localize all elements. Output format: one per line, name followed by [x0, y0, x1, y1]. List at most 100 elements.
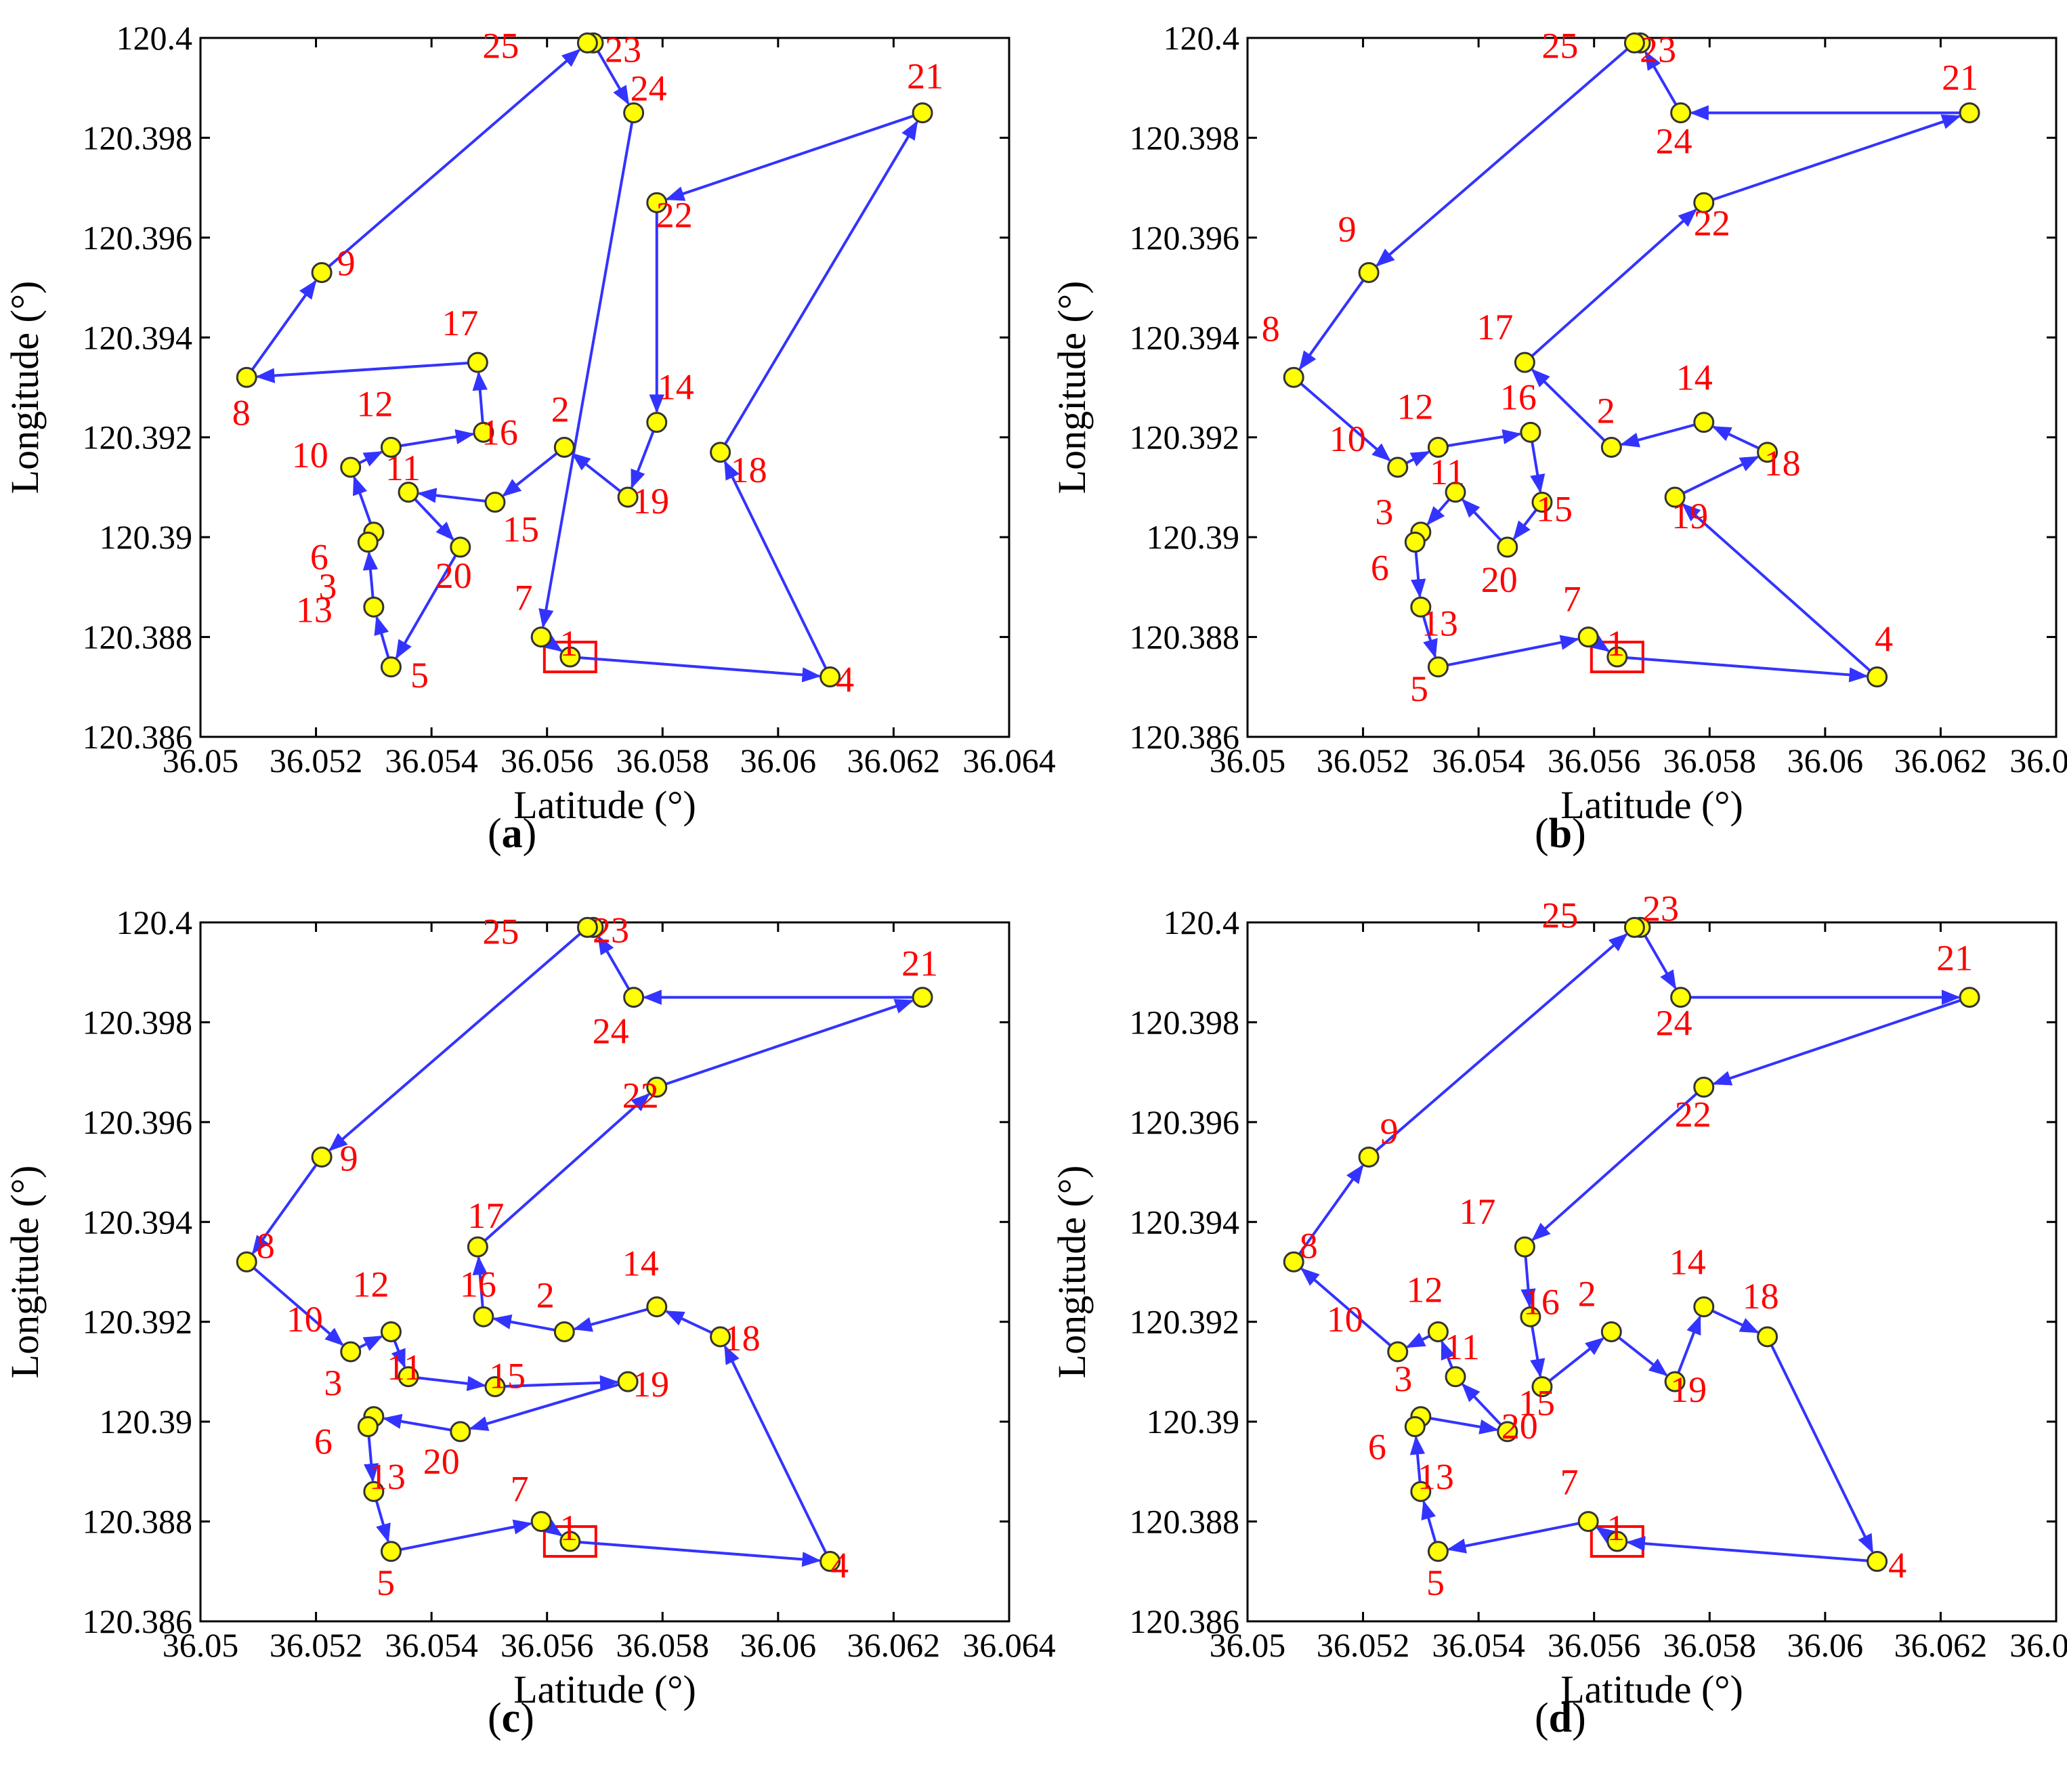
route-segment	[1712, 999, 1961, 1086]
node-label: 17	[1476, 307, 1513, 347]
node-point	[380, 1321, 402, 1342]
node-label: 12	[1406, 1269, 1443, 1310]
node-point	[912, 987, 933, 1008]
node-label: 7	[515, 578, 533, 618]
node-point	[623, 102, 645, 124]
node-label: 6	[310, 537, 328, 578]
x-tick-label: 36.064	[962, 742, 1056, 780]
x-axis-title: Latitude (°)	[513, 1667, 696, 1711]
route-segment	[1447, 635, 1580, 667]
node-label: 25	[482, 911, 519, 952]
x-axis-title: Latitude (°)	[1560, 783, 1743, 827]
y-tick-label: 120.4	[1164, 903, 1240, 941]
node-point	[1600, 436, 1622, 458]
route-segment	[664, 1310, 712, 1334]
route-segment	[395, 555, 457, 660]
plot-frame	[1246, 921, 2058, 1623]
route-segment	[1430, 1417, 1499, 1434]
node-point	[1520, 421, 1541, 443]
node-point	[1670, 102, 1692, 124]
route-segment	[1422, 616, 1438, 659]
node-point	[380, 436, 402, 458]
node-point	[484, 492, 506, 513]
route-segment	[1530, 1325, 1546, 1378]
node-label: 16	[1500, 377, 1537, 417]
node-label: 2	[536, 1275, 555, 1315]
x-tick-label: 36.062	[1894, 1626, 1988, 1664]
route-segment	[1376, 48, 1629, 267]
route-segment	[255, 362, 469, 383]
node-label: 16	[482, 412, 518, 452]
route-segment	[1298, 1164, 1364, 1256]
node-label: 15	[1536, 489, 1573, 530]
node-label: 11	[1430, 452, 1465, 492]
node-point	[467, 1236, 488, 1258]
node-point	[340, 1341, 362, 1363]
y-tick-label: 120.388	[83, 1503, 193, 1541]
y-tick-label: 120.386	[83, 1602, 193, 1640]
route-segment	[484, 1093, 650, 1242]
node-label: 17	[442, 303, 478, 343]
y-tick-label: 120.388	[1130, 1503, 1240, 1541]
node-label: 15	[489, 1356, 526, 1396]
node-point	[1867, 1551, 1888, 1573]
node-point	[576, 32, 598, 54]
node-label: 6	[1368, 1427, 1386, 1468]
x-tick-label: 36.054	[385, 742, 478, 780]
node-point	[236, 1251, 257, 1273]
route-segment	[364, 1436, 379, 1483]
node-point	[1404, 1416, 1426, 1438]
node-point	[1387, 456, 1409, 478]
node-label: 24	[1656, 1003, 1692, 1044]
node-point	[363, 1480, 385, 1502]
route-segment	[1682, 456, 1760, 494]
x-tick-label: 36.062	[847, 742, 941, 780]
route-segment	[1441, 1340, 1455, 1369]
route-segment	[579, 656, 822, 683]
route-segment	[1300, 382, 1391, 462]
x-tick-label: 36.06	[1787, 1626, 1864, 1664]
route-segment	[1411, 551, 1426, 599]
node-point	[553, 436, 575, 458]
panel-caption: (c)	[488, 1695, 534, 1741]
node-point	[710, 442, 731, 463]
x-tick-label: 36.054	[385, 1626, 478, 1664]
route-segment	[375, 1500, 391, 1543]
node-point	[398, 482, 419, 503]
node-label: 4	[1888, 1545, 1906, 1586]
route-segment	[1405, 450, 1430, 467]
node-label: 4	[830, 1545, 849, 1586]
y-tick-label: 120.39	[100, 1403, 193, 1441]
route-segment	[1590, 635, 1610, 652]
node-point	[617, 486, 639, 508]
route-segment	[665, 114, 914, 201]
node-label: 7	[1563, 579, 1581, 620]
y-tick-label: 120.394	[1130, 318, 1240, 356]
route-segment	[1462, 1383, 1502, 1426]
route-segment	[382, 1413, 452, 1432]
node-label: 5	[1410, 668, 1428, 709]
plot-frame	[199, 37, 1010, 738]
panel-caption-letter: b	[1548, 811, 1573, 857]
route-segment	[631, 430, 655, 489]
route-segment	[1531, 209, 1697, 358]
route-segment	[1421, 1500, 1437, 1543]
route-segment	[1531, 368, 1606, 442]
node-label: 16	[1523, 1281, 1560, 1322]
panel-caption: (a)	[488, 811, 537, 857]
y-tick-label: 120.4	[1164, 19, 1240, 57]
x-tick-label: 36.052	[270, 742, 363, 780]
node-label: 4	[1875, 619, 1893, 660]
y-tick-label: 120.388	[83, 618, 193, 656]
route-segment	[400, 429, 475, 448]
x-tick-label: 36.056	[500, 1626, 594, 1664]
route-segment	[492, 1314, 555, 1331]
chart-panel-c: 36.05 36.052 36.054 36.056 36.058 36.06 36.062…	[3, 903, 1056, 1711]
node-label: 21	[907, 56, 943, 97]
node-label: 18	[1743, 1276, 1779, 1317]
node-point	[1693, 1076, 1715, 1098]
route-segment	[1548, 1337, 1604, 1382]
node-point	[1427, 1321, 1449, 1342]
node-point	[1387, 1341, 1409, 1363]
